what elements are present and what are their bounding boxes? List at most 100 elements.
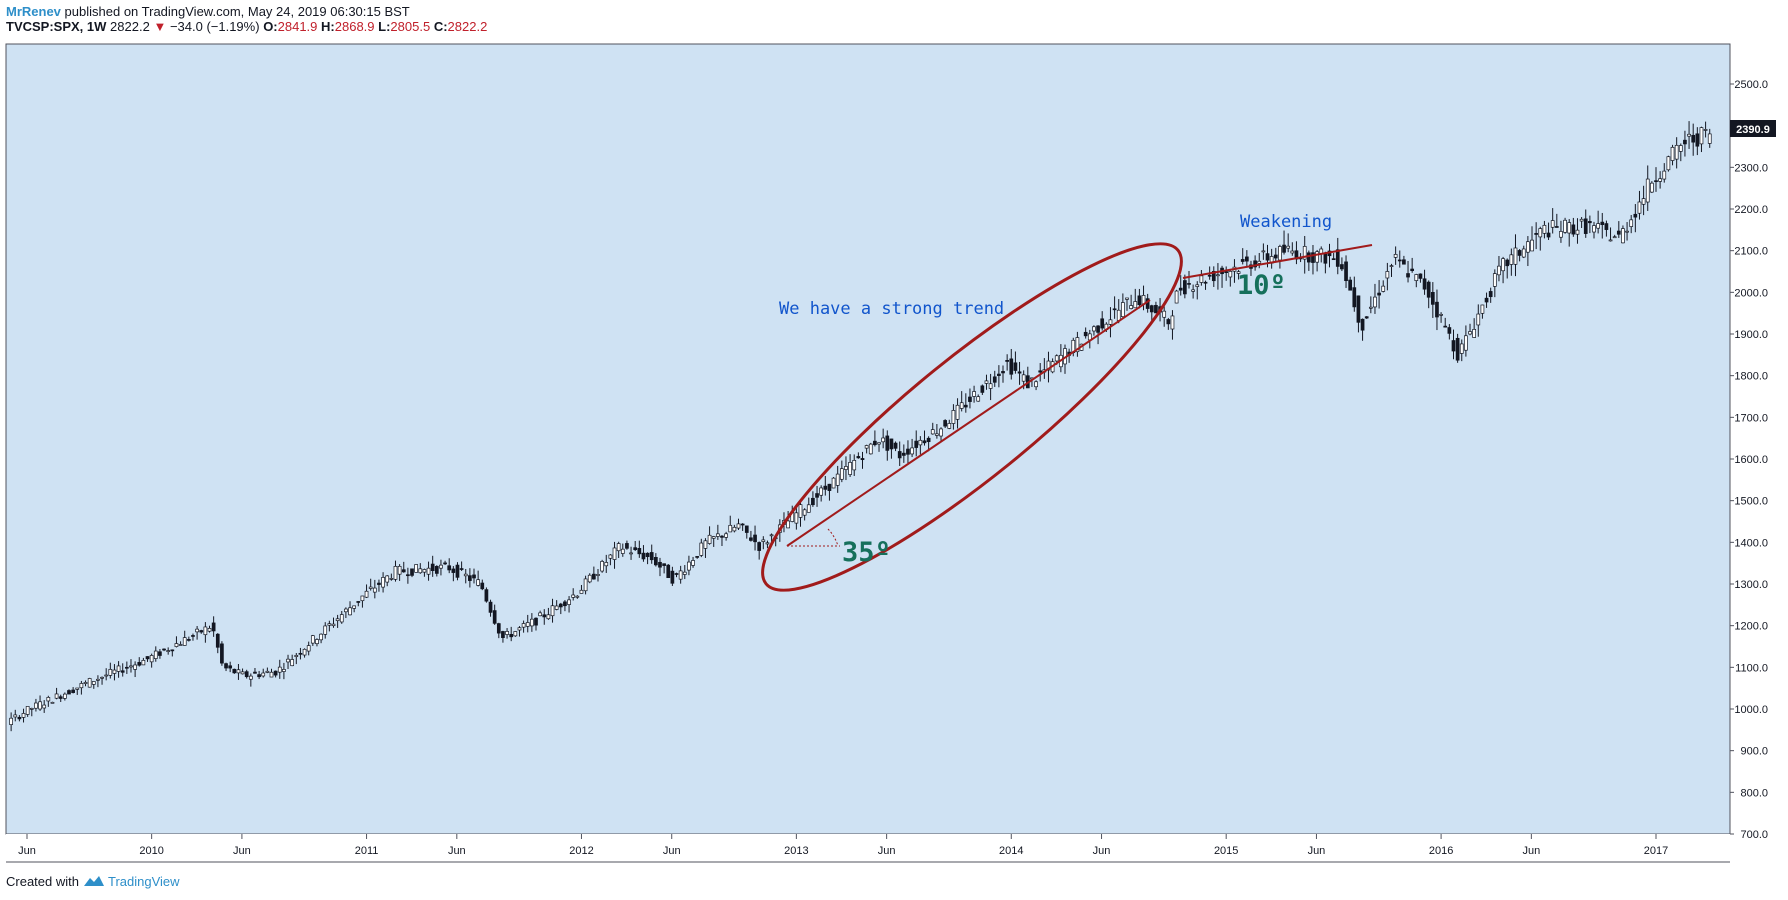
candle <box>459 561 464 571</box>
candle <box>1678 143 1683 162</box>
candle <box>1418 273 1423 283</box>
plot-area[interactable] <box>5 43 1731 835</box>
close-value: 2822.2 <box>447 19 488 34</box>
candle <box>914 430 919 457</box>
candle <box>1034 380 1038 391</box>
candle <box>1195 281 1200 300</box>
price-axis[interactable] <box>1730 44 1788 834</box>
candle <box>1550 208 1555 234</box>
candle <box>496 622 501 639</box>
candle <box>844 456 848 481</box>
candle <box>1447 324 1452 340</box>
candle <box>286 654 290 669</box>
candle <box>472 568 476 584</box>
time-axis[interactable] <box>6 834 1730 862</box>
candle <box>955 398 960 429</box>
candle <box>344 607 348 619</box>
tradingview-link[interactable]: TradingView <box>108 874 180 889</box>
candle <box>83 680 88 687</box>
candle <box>46 695 51 707</box>
candle <box>1410 257 1415 273</box>
candle <box>926 436 931 452</box>
candle <box>1228 269 1233 287</box>
weakening-trend-line[interactable] <box>1182 244 1373 279</box>
price-chart[interactable]: 2500.02400.02300.02200.02100.02000.01900… <box>0 0 1788 870</box>
trend-annotations[interactable]: We have a strong trend Weakening 35º 10º <box>728 204 1373 631</box>
author-link[interactable]: MrRenev <box>6 4 61 19</box>
candle <box>645 552 650 565</box>
candle <box>79 680 84 695</box>
candle <box>323 622 328 639</box>
candle <box>1389 263 1394 277</box>
candle <box>273 670 278 678</box>
high-value: 2868.9 <box>334 19 375 34</box>
candle <box>997 365 1001 388</box>
strong-trend-line[interactable] <box>786 299 1151 547</box>
tradingview-logo-icon[interactable] <box>83 874 108 889</box>
candle <box>1216 263 1220 290</box>
candle <box>1009 348 1014 380</box>
candle <box>1178 275 1183 296</box>
candle <box>1311 244 1315 275</box>
low-value: 2805.5 <box>390 19 431 34</box>
x-tick-label: 2015 <box>1214 845 1238 857</box>
candle <box>901 444 906 463</box>
candle <box>298 647 303 660</box>
candle <box>1273 247 1278 263</box>
candle <box>806 497 811 513</box>
candle <box>1654 167 1658 192</box>
y-tick-label: 1100.0 <box>1735 662 1768 674</box>
candle <box>406 567 410 584</box>
candle <box>579 584 584 594</box>
candle <box>42 700 47 713</box>
candle <box>951 404 956 430</box>
candle <box>881 428 886 449</box>
candle <box>633 540 638 551</box>
candle <box>236 663 241 680</box>
last-price: 2822.2 <box>110 19 150 34</box>
candle <box>583 575 588 595</box>
candle <box>1488 287 1493 303</box>
candle <box>1253 255 1257 271</box>
symbol-label: TVCSP:SPX, 1W <box>6 19 107 34</box>
candle <box>612 541 617 569</box>
candle <box>1608 227 1613 242</box>
candle <box>1352 276 1357 312</box>
candle <box>133 661 137 678</box>
candle <box>331 617 336 628</box>
candle <box>600 559 604 573</box>
candle <box>1492 269 1497 298</box>
candle <box>968 388 972 409</box>
candle <box>794 504 799 530</box>
candle <box>538 610 542 617</box>
candle <box>972 385 976 403</box>
candle <box>248 673 253 687</box>
candle <box>715 524 720 540</box>
candle <box>290 654 295 667</box>
candle <box>1480 304 1485 319</box>
candle <box>1013 351 1018 374</box>
candle <box>339 610 344 624</box>
candle <box>885 430 890 461</box>
candle <box>1406 260 1410 283</box>
candle <box>1612 234 1617 239</box>
candle <box>364 584 369 598</box>
candle <box>558 602 563 615</box>
candle <box>1335 237 1340 275</box>
candle <box>740 523 745 531</box>
candle <box>608 554 613 566</box>
x-tick-label: Jun <box>1308 845 1326 857</box>
candle <box>877 442 881 452</box>
candle <box>1666 155 1671 172</box>
x-tick-label: 2011 <box>355 845 379 857</box>
candle <box>963 393 968 413</box>
candle <box>732 524 737 533</box>
candle <box>575 595 580 599</box>
trend-ellipse[interactable] <box>728 204 1215 631</box>
candle <box>58 694 63 702</box>
created-with-text: Created with <box>6 874 79 889</box>
candle <box>414 564 418 573</box>
candle <box>1393 246 1398 265</box>
candle <box>455 562 460 581</box>
candle <box>1567 219 1572 247</box>
